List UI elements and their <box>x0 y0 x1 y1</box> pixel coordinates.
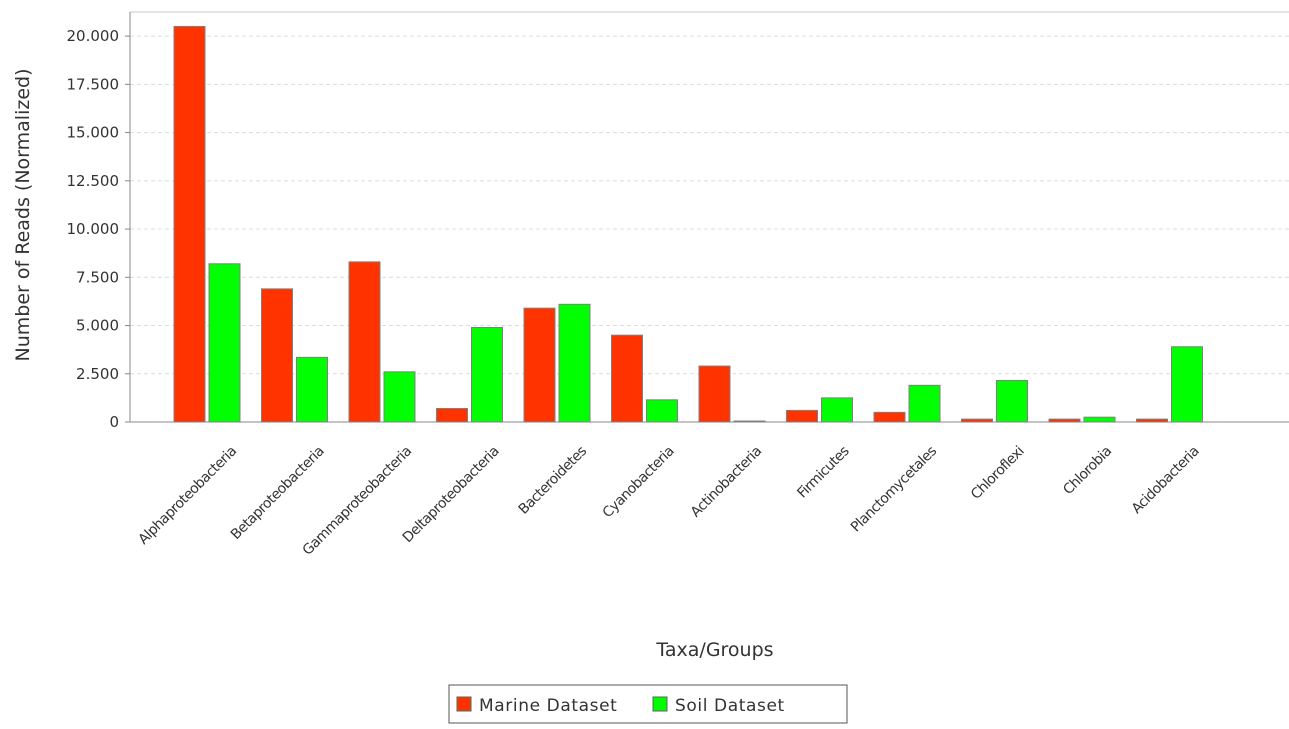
x-tick-labels: AlphaproteobacteriaBetaproteobacteriaGam… <box>136 443 1203 558</box>
y-tick-label: 5.000 <box>76 317 119 335</box>
gridlines <box>130 35 1289 375</box>
x-tick-label: Deltaproteobacteria <box>400 444 503 547</box>
y-tick-labels: 0 2.500 5.000 7.500 10.000 12.500 15.000 17.500… <box>67 27 120 431</box>
bar-marine <box>698 365 731 423</box>
bar-marine <box>1048 418 1081 423</box>
bar-soil <box>646 399 678 423</box>
bar-marine <box>523 307 556 423</box>
bar-marine <box>611 334 643 423</box>
bar-marine <box>1136 418 1168 423</box>
legend: Marine Dataset Soil Dataset <box>448 684 848 724</box>
bar-marine <box>436 407 468 423</box>
x-tick-label: Planctomycetales <box>848 443 940 535</box>
legend-box <box>448 684 848 724</box>
legend-label-marine: Marine Dataset <box>479 696 617 716</box>
bar-soil <box>996 380 1028 423</box>
bars <box>173 25 1203 423</box>
y-tick-label: 10.000 <box>67 220 120 238</box>
x-tick-label: Cyanobacteria <box>600 444 678 522</box>
bar-soil <box>1083 416 1116 423</box>
x-tick-label: Chloroflexi <box>968 444 1027 503</box>
y-tick-label: 2.500 <box>76 365 119 383</box>
x-tick-label: Alphaproteobacteria <box>136 444 240 548</box>
x-tick-label: Firmicutes <box>794 443 852 501</box>
y-tick-label: 20.000 <box>67 27 120 45</box>
y-axis-title: Number of Reads (Normalized) <box>12 69 34 362</box>
bar-soil <box>733 420 766 423</box>
bar-marine <box>873 411 906 423</box>
x-tick-label: Betaproteobacteria <box>228 444 327 543</box>
bar-soil <box>558 303 591 423</box>
x-tick-label: Bacteroidetes <box>516 443 590 517</box>
y-tick-label: 0 <box>109 413 119 431</box>
x-tick-label: Acidobacteria <box>1129 444 1203 518</box>
bar-marine <box>348 261 381 423</box>
legend-swatch-marine <box>456 696 472 712</box>
bar-soil <box>821 397 853 423</box>
bar-marine <box>786 409 818 423</box>
legend-swatch-soil <box>652 696 668 712</box>
bar-marine <box>173 25 206 423</box>
bar-soil <box>471 326 503 423</box>
bar-soil <box>296 356 328 423</box>
bar-soil <box>383 371 416 423</box>
x-tick-label: Chlorobia <box>1060 444 1115 499</box>
y-tick-label: 15.000 <box>67 124 120 142</box>
bar-soil <box>1171 346 1203 423</box>
x-tick-label: Actinobacteria <box>688 444 765 521</box>
bar-soil <box>208 263 241 423</box>
y-tick-label: 7.500 <box>76 268 119 286</box>
x-axis-title: Taxa/Groups <box>655 639 773 661</box>
y-tick-label: 17.500 <box>67 75 120 93</box>
bar-soil <box>908 384 941 423</box>
bar-marine <box>261 288 293 423</box>
y-tick-label: 12.500 <box>67 172 120 190</box>
legend-label-soil: Soil Dataset <box>675 696 785 716</box>
bar-marine <box>961 418 993 423</box>
